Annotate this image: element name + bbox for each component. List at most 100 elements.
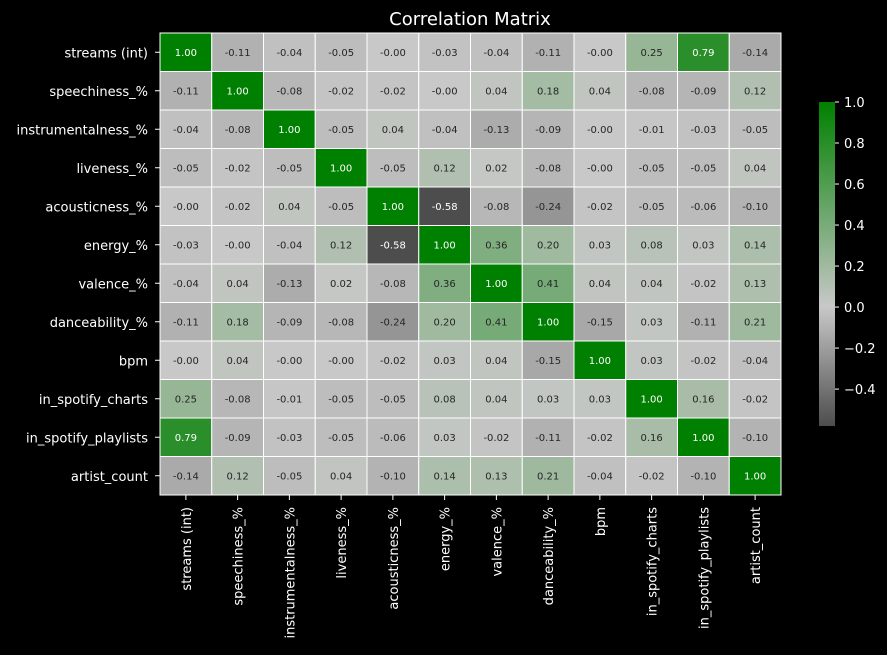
cell-value-label: 0.18: [537, 86, 559, 97]
cell-value-label: 0.04: [485, 356, 507, 367]
heatmap-cell: [366, 109, 420, 149]
heatmap-cell: [470, 263, 523, 303]
cell-value-label: -0.11: [535, 48, 561, 59]
cell-value-label: 0.20: [433, 317, 455, 328]
cell-value-label: -0.02: [639, 471, 665, 482]
y-tick-label: in_spotify_charts: [39, 393, 148, 408]
cell-value-label: -0.10: [690, 471, 716, 482]
cell-value-label: -0.05: [639, 202, 665, 213]
cell-value-label: 0.03: [640, 356, 662, 367]
heatmap-cell: [211, 456, 264, 496]
cell-value-label: 0.04: [485, 86, 507, 97]
heatmap-cell: [728, 148, 782, 188]
cell-value-label: 0.21: [537, 471, 559, 482]
heatmap-cell: [418, 456, 471, 496]
heatmap-cell: [573, 417, 627, 457]
cell-value-label: 0.12: [744, 86, 766, 97]
heatmap-cell: [728, 340, 782, 380]
heatmap-cell: [625, 225, 678, 265]
cell-value-label: -0.06: [380, 433, 406, 444]
heatmap-cell: [418, 340, 471, 380]
colorbar-tick-label: 0.4: [844, 219, 865, 234]
cell-value-label: 0.25: [175, 394, 197, 405]
cell-value-label: 1.00: [330, 163, 352, 174]
colorbar-tick-label: 0.2: [844, 260, 865, 275]
y-tick-label: liveness_%: [76, 162, 148, 177]
heatmap-cell: [314, 379, 368, 419]
cell-value-label: -0.00: [587, 48, 613, 59]
cell-value-label: -0.08: [639, 86, 665, 97]
cell-value-label: -0.00: [225, 240, 251, 251]
y-tick-label: speechiness_%: [49, 85, 148, 100]
cell-value-label: -0.03: [432, 48, 458, 59]
heatmap-cell: [573, 71, 627, 111]
heatmap-cell: [625, 263, 678, 303]
cell-value-label: -0.03: [276, 433, 302, 444]
cell-value-label: -0.14: [173, 471, 199, 482]
cell-value-label: -0.24: [380, 317, 406, 328]
cell-value-label: 0.08: [640, 240, 662, 251]
cell-value-label: -0.13: [276, 279, 302, 290]
cell-value-label: 0.02: [485, 163, 507, 174]
x-tick-label: liveness_%: [335, 507, 350, 579]
heatmap-cell: [521, 225, 575, 265]
x-tick-label: in_spotify_playlists: [697, 507, 712, 629]
heatmap-cell: [211, 263, 264, 303]
cell-value-label: -0.05: [380, 394, 406, 405]
heatmap-cell: [263, 109, 316, 149]
cell-value-label: -0.00: [587, 125, 613, 136]
heatmap-cell: [159, 148, 213, 188]
heatmap-cell: [470, 302, 523, 342]
y-tick-label: bpm: [119, 354, 148, 369]
x-axis-labels: streams (int) speechiness_% instrumentalne…: [180, 495, 764, 639]
heatmap-cell: [418, 225, 471, 265]
y-tick-label: streams (int): [64, 46, 148, 61]
heatmap-cell: [625, 456, 678, 496]
heatmap-cell: [211, 186, 264, 226]
y-tick-label: valence_%: [78, 277, 148, 292]
colorbar-tick-label: 1.0: [844, 96, 865, 111]
heatmap-cell: [366, 263, 420, 303]
cell-value-label: 0.13: [744, 279, 766, 290]
heatmap-cell: [573, 148, 627, 188]
heatmap-cell: [677, 302, 730, 342]
cell-value-label: -0.08: [225, 394, 251, 405]
heatmap-cell: [314, 109, 368, 149]
cell-value-label: -0.05: [328, 433, 354, 444]
heatmap-cell: [521, 71, 575, 111]
x-tick-label: energy_%: [439, 507, 454, 571]
y-tick-label: in_spotify_playlists: [26, 431, 148, 446]
cell-value-label: 0.03: [589, 240, 611, 251]
heatmap-cell: [418, 148, 471, 188]
cell-value-label: -0.14: [742, 48, 768, 59]
cell-value-label: -0.02: [587, 433, 613, 444]
heatmap-cell: [470, 456, 523, 496]
heatmap-cell: [470, 379, 523, 419]
cell-value-label: -0.05: [276, 471, 302, 482]
cell-value-label: -0.24: [535, 202, 561, 213]
heatmap-cell: [470, 340, 523, 380]
cell-value-label: -0.03: [173, 240, 199, 251]
x-tick-label: acousticness_%: [387, 507, 402, 610]
cell-value-label: -0.05: [742, 125, 768, 136]
cell-value-label: -0.05: [639, 163, 665, 174]
cell-value-label: -0.02: [742, 394, 768, 405]
cell-value-label: -0.05: [690, 163, 716, 174]
cell-value-label: -0.10: [380, 471, 406, 482]
cell-value-label: -0.15: [587, 317, 613, 328]
heatmap-cell: [728, 456, 782, 496]
cell-value-label: -0.04: [173, 279, 199, 290]
heatmap-cell: [728, 379, 782, 419]
cell-value-label: -0.05: [328, 125, 354, 136]
cell-value-label: 0.79: [692, 48, 714, 59]
heatmap-cell: [314, 148, 368, 188]
cell-value-label: -0.09: [225, 433, 251, 444]
heatmap-cell: [573, 340, 627, 380]
cell-value-label: -0.11: [173, 86, 199, 97]
colorbar-tick-label: −0.4: [844, 383, 876, 398]
cell-value-label: -0.00: [173, 356, 199, 367]
cell-value-label: 1.00: [278, 125, 300, 136]
heatmap-cell: [314, 71, 368, 111]
cell-value-label: 0.16: [692, 394, 714, 405]
